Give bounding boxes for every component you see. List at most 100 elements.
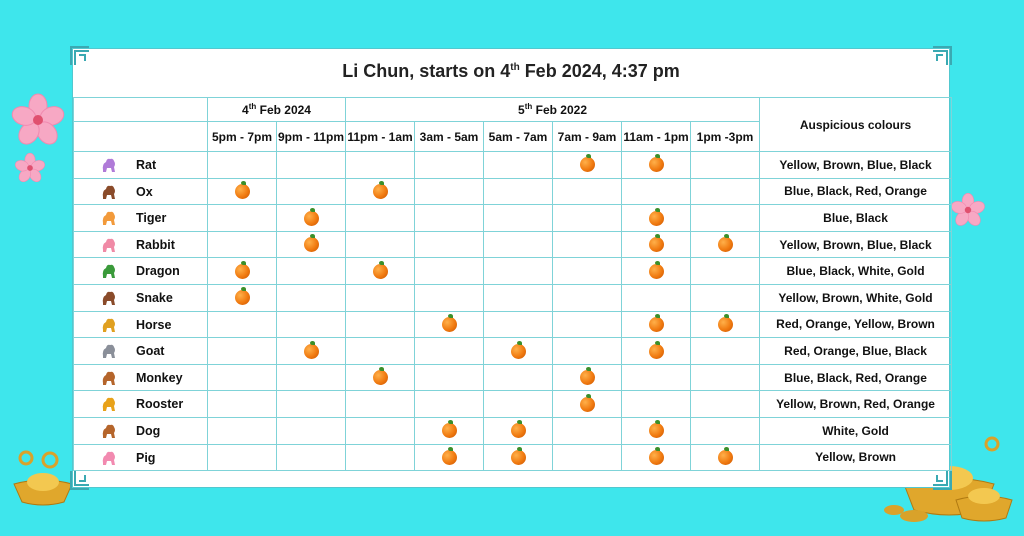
slot-cell [552, 310, 623, 339]
slot-cell [483, 283, 554, 312]
animal-cell: Snake [73, 283, 208, 312]
slot-cell [275, 390, 347, 418]
animal-cell: Dragon [73, 257, 208, 285]
slot-cell [483, 337, 554, 365]
auspicious-colours-cell: Yellow, Brown, Blue, Black [759, 230, 953, 259]
animal-cell: Tiger [73, 204, 208, 232]
slot-cell [275, 204, 347, 232]
slot-cell [552, 177, 623, 206]
slot-cell [690, 230, 761, 259]
table-row: Rat Yellow, Brown, Blue, Black [73, 151, 953, 179]
slot-cell [207, 257, 277, 285]
slot-cell [345, 230, 416, 259]
mandarin-orange-icon [579, 393, 595, 412]
gold-ingot-icon [13, 450, 73, 506]
slot-cell [483, 177, 554, 206]
auspicious-colours-cell: White, Gold [759, 416, 953, 445]
cherry-blossom-icon [951, 192, 985, 226]
slot-cell [275, 363, 347, 392]
auspicious-colours-cell: Yellow, Brown, White, Gold [759, 283, 953, 312]
animal-cell: Monkey [73, 363, 208, 392]
slot-cell [345, 151, 416, 179]
slot-cell [483, 363, 554, 392]
mandarin-orange-icon [303, 207, 319, 226]
table-row: Monkey Blue, Black, Red, Orange [73, 363, 953, 392]
slot-cell [483, 310, 554, 339]
slot-cell [621, 363, 692, 392]
slot-cell [621, 177, 692, 206]
header-date-2: 5th Feb 2022 [345, 97, 761, 122]
slot-cell [207, 363, 277, 392]
table-row: Dragon Blue, Black, White, Gold [73, 257, 953, 285]
animal-name: Dog [136, 423, 161, 438]
mandarin-orange-icon [441, 314, 457, 333]
mandarin-orange-icon [648, 446, 664, 465]
mandarin-orange-icon [234, 287, 250, 306]
animal-name: Snake [136, 290, 173, 305]
dragon-icon [100, 262, 118, 280]
auspicious-colours-cell: Blue, Black, Red, Orange [759, 363, 953, 392]
slot-cell [690, 337, 761, 365]
slot-cell [414, 443, 485, 472]
li-chun-table-card: Li Chun, starts on 4th Feb 2024, 4:37 pm… [69, 45, 953, 491]
slot-cell [275, 416, 347, 445]
slot-cell [414, 204, 485, 232]
slot-cell [621, 310, 692, 339]
ox-icon [100, 183, 118, 201]
header-slot: 11pm - 1am [345, 121, 416, 152]
mandarin-orange-icon [441, 446, 457, 465]
corner-ornament-icon [69, 45, 91, 67]
slot-cell [621, 337, 692, 365]
slot-cell [414, 257, 485, 285]
slot-cell [207, 443, 277, 472]
animal-cell: Horse [73, 310, 208, 339]
mandarin-orange-icon [372, 260, 388, 279]
slot-cell [275, 443, 347, 472]
slot-cell [621, 283, 692, 312]
header-slot: 7am - 9am [552, 121, 623, 152]
slot-cell [690, 283, 761, 312]
slot-cell [345, 310, 416, 339]
pig-icon [100, 449, 118, 467]
mandarin-orange-icon [648, 420, 664, 439]
animal-cell: Goat [73, 337, 208, 365]
animal-name: Ox [136, 184, 153, 199]
slot-cell [275, 151, 347, 179]
animal-name: Horse [136, 317, 172, 332]
slot-cell [621, 151, 692, 179]
slot-cell [414, 390, 485, 418]
slot-cell [552, 283, 623, 312]
slot-cell [414, 310, 485, 339]
slot-cell [552, 416, 623, 445]
table-row: Dog White, Gold [73, 416, 953, 445]
slot-cell [483, 416, 554, 445]
mandarin-orange-icon [303, 340, 319, 359]
mandarin-orange-icon [717, 446, 733, 465]
mandarin-orange-icon [579, 154, 595, 173]
slot-cell [483, 230, 554, 259]
slot-cell [552, 337, 623, 365]
slot-cell [690, 416, 761, 445]
slot-cell [414, 230, 485, 259]
header-slot: 1pm -3pm [690, 121, 761, 152]
mandarin-orange-icon [234, 260, 250, 279]
animal-name: Monkey [136, 370, 183, 385]
slot-cell [690, 390, 761, 418]
table-row: Pig Yellow, Brown [73, 443, 953, 472]
slot-cell [207, 310, 277, 339]
header-empty [73, 121, 208, 152]
corner-ornament-icon [931, 469, 953, 491]
animal-cell: Rat [73, 151, 208, 179]
slot-cell [621, 416, 692, 445]
header-empty [73, 97, 208, 122]
slot-cell [690, 310, 761, 339]
slot-cell [552, 363, 623, 392]
mandarin-orange-icon [510, 446, 526, 465]
slot-cell [621, 390, 692, 418]
table-row: Rabbit Yellow, Brown, Blue, Black [73, 230, 953, 259]
table-row: Ox Blue, Black, Red, Orange [73, 177, 953, 206]
corner-ornament-icon [931, 45, 953, 67]
slot-cell [275, 257, 347, 285]
mandarin-orange-icon [372, 181, 388, 200]
snake-icon [100, 289, 118, 307]
